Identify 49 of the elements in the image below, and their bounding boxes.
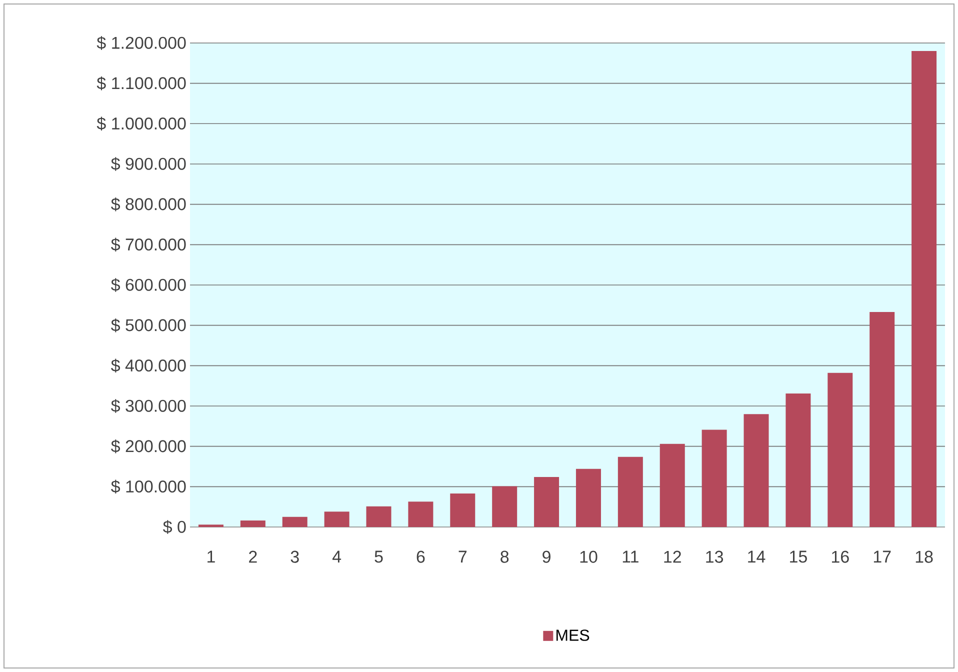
y-tick-label: $ 0 (163, 520, 186, 534)
x-tick-label: 3 (290, 550, 299, 563)
x-tick-label: 10 (580, 550, 598, 563)
x-tick-label: 1 (208, 550, 215, 562)
bar (366, 506, 392, 527)
x-tick-label: 5 (374, 550, 383, 563)
x-tick-label: 7 (458, 550, 467, 562)
y-tick-label: $ 700.000 (111, 238, 186, 252)
bar (408, 502, 434, 527)
bar (660, 444, 685, 527)
x-tick-label: 9 (542, 550, 550, 563)
y-tick-label: $ 400.000 (111, 358, 186, 373)
bar (912, 51, 937, 527)
x-tick-label: 17 (874, 550, 891, 562)
x-tick-label: 2 (249, 550, 257, 563)
legend-label: MES (556, 630, 590, 641)
bar (240, 520, 266, 527)
x-tick-label: 13 (706, 550, 724, 563)
y-tick-label: $ 200.000 (111, 439, 186, 454)
y-tick-label: $ 1.000.000 (96, 116, 186, 131)
bar (282, 516, 308, 527)
y-tick-label: $ 1.100.000 (96, 76, 186, 90)
y-tick-label: $ 500.000 (111, 318, 186, 332)
x-tick-label: 11 (622, 550, 638, 562)
bar (324, 512, 350, 527)
bar (492, 486, 518, 527)
bar (828, 372, 853, 527)
y-tick-label: $ 800.000 (111, 197, 186, 212)
bar (786, 393, 811, 527)
bar (576, 468, 601, 527)
x-tick-label: 8 (500, 550, 509, 563)
y-tick-label: $ 1.200.000 (96, 36, 186, 50)
bar (450, 494, 476, 527)
bar (534, 476, 560, 527)
x-tick-label: 15 (790, 550, 807, 563)
y-tick-label: $ 600.000 (111, 278, 186, 292)
y-tick-label: $ 100.000 (111, 480, 186, 494)
x-tick-label: 16 (832, 550, 849, 563)
x-tick-label: 6 (416, 550, 425, 563)
x-tick-label: 14 (748, 550, 766, 562)
bar (618, 456, 643, 527)
x-tick-label: 12 (664, 550, 681, 563)
y-tick-label: $ 300.000 (111, 399, 186, 413)
bar (870, 312, 895, 527)
bar (744, 414, 769, 527)
x-tick-label: 4 (332, 550, 342, 562)
bar (702, 430, 727, 527)
x-tick-label: 18 (916, 550, 933, 563)
y-tick-label: $ 900.000 (111, 157, 186, 171)
